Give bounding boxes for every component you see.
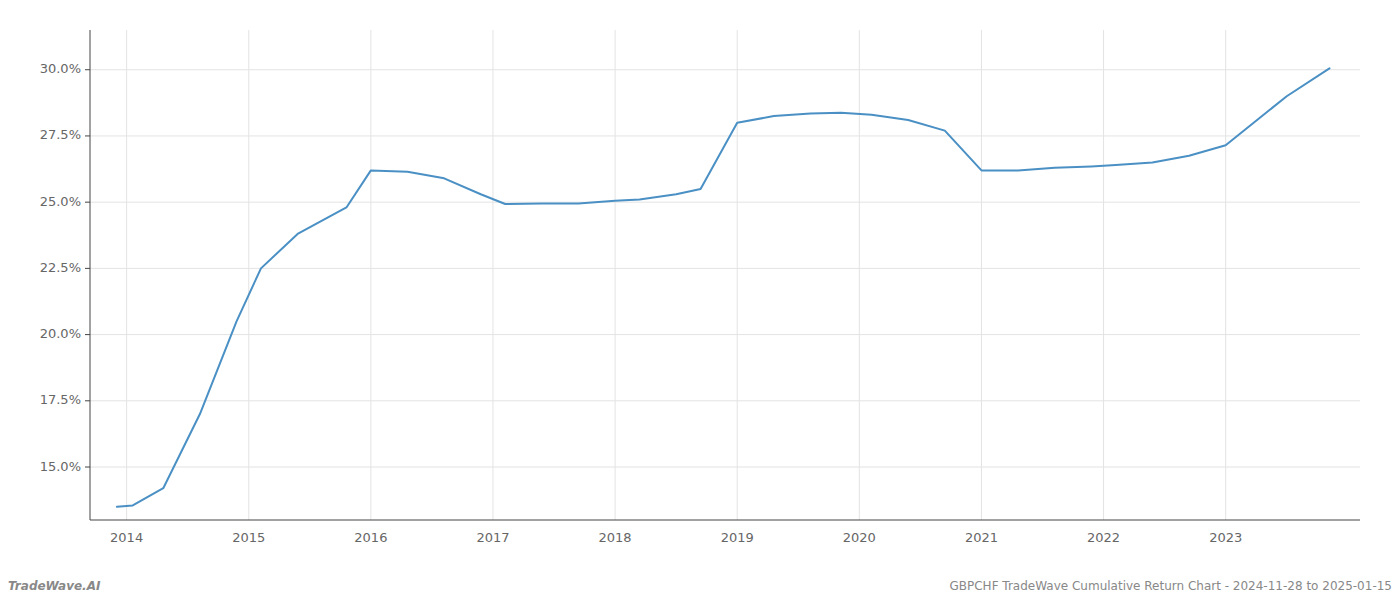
x-grid-line (248, 30, 249, 520)
y-tick (85, 202, 90, 203)
y-tick (85, 268, 90, 269)
x-tick-label: 2018 (599, 530, 632, 545)
y-tick (85, 467, 90, 468)
y-tick-label: 20.0% (40, 326, 81, 341)
chart-svg: 15.0% 17.5% 20.0% 22.5% 25.0% 27.5% 30.0% 2014 2… (0, 0, 1400, 600)
y-grid-line (90, 135, 1360, 136)
y-axis-line (90, 30, 91, 520)
y-tick-label: 22.5% (40, 260, 81, 275)
annotations: TradeWave.AI GBPCHF TradeWave Cumulative … (8, 579, 1392, 593)
x-tick-label: 2019 (721, 530, 754, 545)
y-grid-line (90, 467, 1360, 468)
x-tick-label: 2020 (843, 530, 876, 545)
x-grid-line (615, 30, 616, 520)
x-grid-line (492, 30, 493, 520)
y-tick (85, 334, 90, 335)
axes: 15.0% 17.5% 20.0% 22.5% 25.0% 27.5% 30.0% 2014 2… (40, 30, 1360, 545)
y-grid-line (90, 334, 1360, 335)
x-grid-line (859, 30, 860, 520)
x-tick-label: 2023 (1209, 530, 1242, 545)
grid (90, 30, 1360, 520)
chart-container: 15.0% 17.5% 20.0% 22.5% 25.0% 27.5% 30.0% 2014 2… (0, 0, 1400, 600)
x-tick-label: 2021 (965, 530, 998, 545)
plot-area (117, 68, 1330, 506)
y-grid-line (90, 202, 1360, 203)
y-tick-label: 15.0% (40, 459, 81, 474)
return-line (117, 68, 1330, 506)
y-tick-label: 27.5% (40, 127, 81, 142)
footer-right: GBPCHF TradeWave Cumulative Return Chart… (949, 579, 1392, 593)
x-tick-label: 2017 (476, 530, 509, 545)
footer-left: TradeWave.AI (8, 579, 101, 593)
y-grid-line (90, 69, 1360, 70)
y-grid-line (90, 268, 1360, 269)
y-tick-label: 25.0% (40, 194, 81, 209)
x-tick-label: 2016 (354, 530, 387, 545)
x-tick-label: 2014 (110, 530, 143, 545)
x-grid-line (1225, 30, 1226, 520)
x-grid-line (737, 30, 738, 520)
x-grid-line (1103, 30, 1104, 520)
x-grid-line (981, 30, 982, 520)
y-tick-label: 17.5% (40, 392, 81, 407)
y-tick (85, 400, 90, 401)
x-tick-label: 2015 (232, 530, 265, 545)
x-grid-line (126, 30, 127, 520)
y-tick (85, 135, 90, 136)
y-tick-label: 30.0% (40, 61, 81, 76)
x-tick-label: 2022 (1087, 530, 1120, 545)
x-grid-line (370, 30, 371, 520)
y-tick (85, 69, 90, 70)
y-grid-line (90, 400, 1360, 401)
x-axis-line (90, 520, 1360, 521)
